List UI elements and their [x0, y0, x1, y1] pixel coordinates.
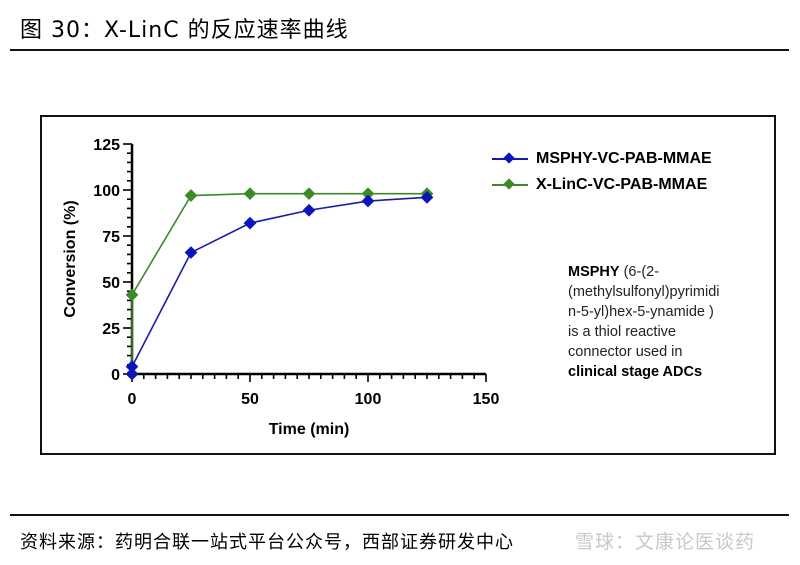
watermark: 雪球：文康论医谈药	[575, 531, 756, 553]
svg-text:25: 25	[102, 321, 120, 338]
annotation-text: is a thiol reactive	[568, 324, 676, 340]
msphy-annotation: MSPHY (6-(2- (methylsulfonyl)pyrimidi n-…	[568, 262, 773, 382]
footer-divider	[10, 514, 789, 516]
annotation-text: (methylsulfonyl)pyrimidi	[568, 284, 720, 300]
svg-text:0: 0	[111, 367, 120, 384]
header-divider	[10, 49, 789, 51]
source-note: 资料来源：药明合联一站式平台公众号，西部证券研发中心	[20, 532, 514, 553]
legend-swatch-green-diamond-icon	[492, 178, 528, 191]
annotation-bold-prefix: MSPHY	[568, 264, 620, 280]
svg-text:100: 100	[355, 391, 382, 408]
svg-text:0: 0	[128, 391, 137, 408]
legend-swatch-blue-diamond-icon	[492, 152, 528, 165]
svg-text:50: 50	[241, 391, 259, 408]
svg-text:125: 125	[93, 137, 120, 154]
chart-axes: 0 50 100 150 0 25 50 75 100 125	[93, 137, 499, 408]
annotation-text: (6-(2-	[619, 264, 660, 280]
legend-item-msphy: MSPHY-VC-PAB-MMAE	[492, 146, 712, 172]
svg-text:100: 100	[93, 183, 120, 200]
legend-label: X-LinC-VC-PAB-MMAE	[536, 176, 708, 193]
figure-title: 图 30：X-LinC 的反应速率曲线	[20, 18, 349, 43]
annotation-text: connector used in	[568, 344, 683, 360]
chart-legend: MSPHY-VC-PAB-MMAE X-LinC-VC-PAB-MMAE	[492, 146, 712, 198]
legend-label: MSPHY-VC-PAB-MMAE	[536, 150, 712, 167]
x-axis-label: Time (min)	[269, 421, 350, 438]
y-axis-label: Conversion (%)	[62, 200, 79, 317]
annotation-bold-suffix: clinical stage ADCs	[568, 364, 703, 380]
chart-series	[125, 187, 434, 381]
svg-text:150: 150	[473, 391, 500, 408]
svg-text:50: 50	[102, 275, 120, 292]
annotation-text: n-5-yl)hex-5-ynamide )	[568, 304, 714, 320]
chart-frame	[40, 115, 776, 455]
legend-item-xlinc: X-LinC-VC-PAB-MMAE	[492, 172, 712, 198]
svg-text:75: 75	[102, 229, 120, 246]
